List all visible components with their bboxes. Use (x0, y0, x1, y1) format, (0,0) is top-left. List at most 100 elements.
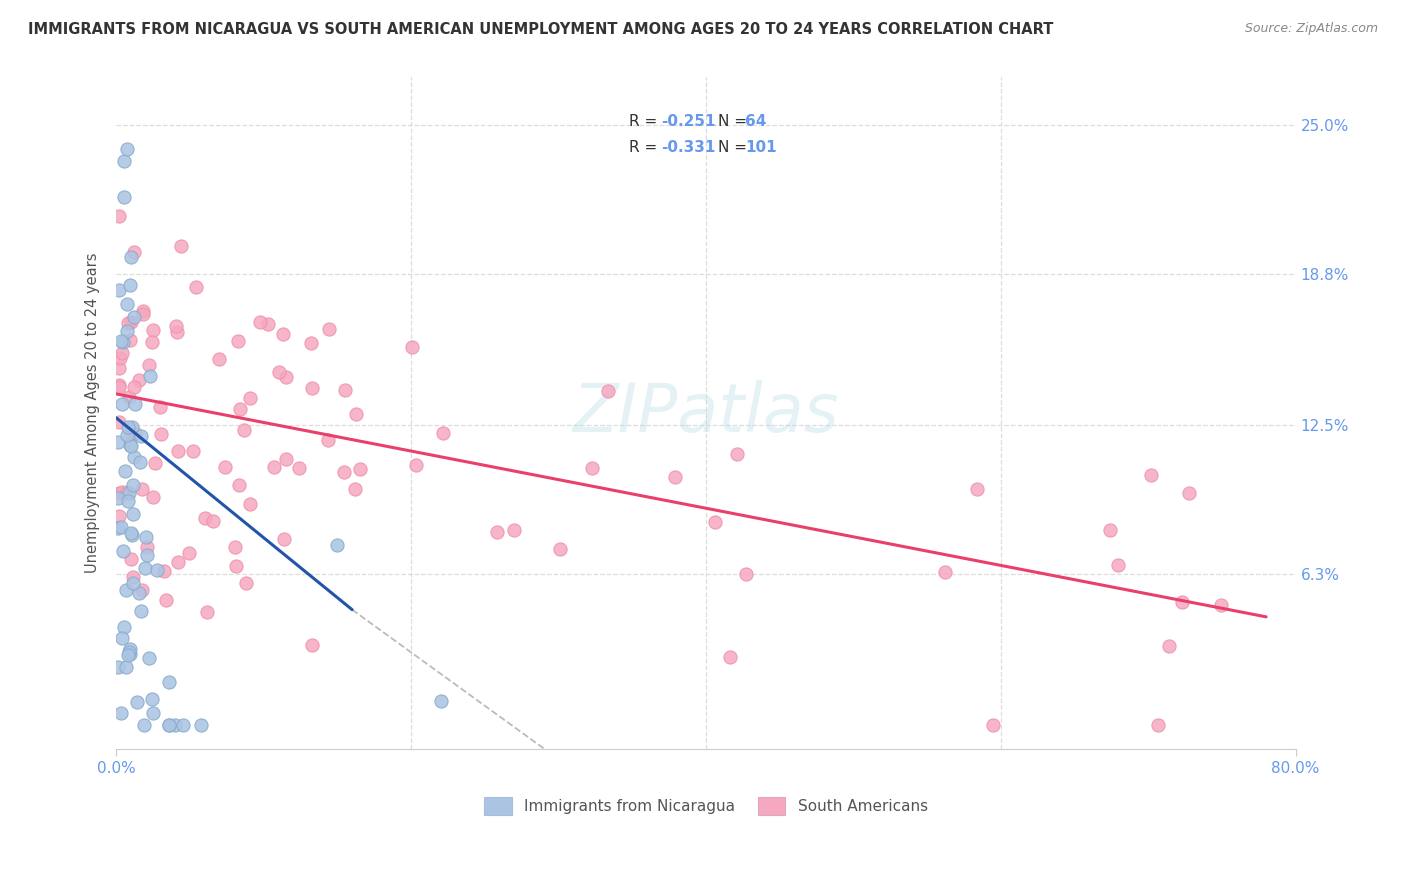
Point (405, 458, 427, 473)
Point (111, 396, 134, 410)
Point (121, 576, 143, 591)
Point (149, 400, 172, 414)
Point (318, 322, 340, 336)
Point (122, 310, 145, 325)
Point (108, 380, 131, 394)
Point (208, 351, 231, 366)
Point (129, 455, 152, 469)
Point (157, 717, 180, 731)
Point (122, 450, 145, 465)
Point (288, 461, 311, 475)
Point (548, 541, 571, 556)
Point (121, 478, 143, 492)
Point (229, 401, 252, 416)
Point (233, 423, 256, 437)
Point (120, 526, 142, 541)
Point (110, 631, 132, 645)
Point (201, 514, 224, 528)
Point (107, 660, 129, 674)
Point (136, 549, 159, 563)
Text: IMMIGRANTS FROM NICARAGUA VS SOUTH AMERICAN UNEMPLOYMENT AMONG AGES 20 TO 24 YEA: IMMIGRANTS FROM NICARAGUA VS SOUTH AMERI… (28, 22, 1053, 37)
Text: -0.331: -0.331 (661, 140, 716, 155)
Y-axis label: Unemployment Among Ages 20 to 24 years: Unemployment Among Ages 20 to 24 years (86, 252, 100, 574)
Point (121, 420, 143, 434)
Point (316, 433, 339, 447)
Point (184, 280, 207, 294)
Point (143, 456, 166, 470)
Point (117, 645, 139, 659)
Point (141, 334, 163, 349)
Point (115, 142, 138, 156)
Point (273, 532, 295, 546)
Point (299, 336, 322, 351)
Point (1147, 717, 1170, 731)
Point (120, 427, 142, 442)
Point (145, 563, 167, 577)
Point (122, 380, 145, 394)
Point (120, 439, 142, 453)
Point (155, 592, 177, 607)
Point (735, 567, 758, 582)
Point (150, 426, 173, 441)
Point (190, 717, 212, 731)
Legend: Immigrants from Nicaragua, South Americans: Immigrants from Nicaragua, South America… (478, 790, 934, 822)
Point (117, 420, 139, 434)
Point (114, 464, 136, 478)
Point (115, 583, 138, 598)
Point (152, 564, 174, 578)
Point (256, 318, 278, 332)
Point (118, 647, 141, 661)
Point (486, 524, 509, 539)
Point (598, 384, 620, 399)
Point (115, 485, 138, 500)
Point (142, 322, 165, 336)
Point (135, 530, 157, 544)
Point (117, 316, 139, 330)
Point (195, 606, 218, 620)
Point (225, 558, 247, 573)
Point (166, 326, 188, 340)
Point (249, 315, 271, 329)
Point (112, 335, 135, 350)
Point (239, 497, 262, 511)
Point (110, 485, 132, 500)
Point (134, 717, 156, 731)
Point (115, 297, 138, 311)
Text: R =: R = (630, 113, 662, 128)
Text: R =: R = (630, 140, 662, 155)
Point (138, 651, 160, 665)
Point (165, 717, 187, 731)
Text: ZIPatlas: ZIPatlas (572, 380, 839, 446)
Point (120, 315, 142, 329)
Point (107, 491, 129, 505)
Point (115, 324, 138, 338)
Point (177, 546, 200, 560)
Point (108, 209, 131, 223)
Point (167, 444, 190, 458)
Point (344, 407, 367, 421)
Point (165, 319, 187, 334)
Point (1178, 485, 1201, 500)
Point (118, 278, 141, 293)
Point (121, 528, 143, 542)
Point (172, 717, 194, 731)
Point (301, 381, 323, 395)
Point (108, 351, 131, 365)
Point (326, 538, 349, 552)
Point (157, 675, 180, 690)
Point (111, 346, 134, 360)
Point (274, 369, 297, 384)
Point (194, 511, 217, 525)
Point (344, 482, 367, 496)
Point (333, 465, 356, 479)
Point (112, 544, 135, 558)
Point (108, 283, 131, 297)
Point (274, 452, 297, 467)
Point (117, 648, 139, 662)
Point (138, 358, 160, 372)
Point (239, 391, 262, 405)
Point (134, 561, 156, 575)
Point (128, 373, 150, 387)
Point (120, 552, 142, 566)
Point (664, 470, 686, 484)
